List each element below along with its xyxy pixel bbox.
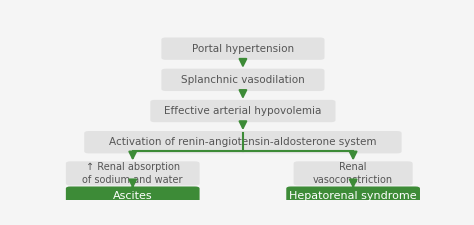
FancyBboxPatch shape [161,69,325,91]
Text: Activation of renin-angiotensin-aldosterone system: Activation of renin-angiotensin-aldoster… [109,137,377,147]
FancyBboxPatch shape [84,131,401,153]
FancyBboxPatch shape [161,38,325,60]
FancyBboxPatch shape [286,187,420,205]
Text: ↑ Renal absorption
of sodium and water: ↑ Renal absorption of sodium and water [82,162,183,184]
Text: Portal hypertension: Portal hypertension [192,44,294,54]
Text: Renal
vasoconstriction: Renal vasoconstriction [313,162,393,184]
Text: Hepatorenal syndrome: Hepatorenal syndrome [289,191,417,201]
FancyBboxPatch shape [150,100,336,122]
FancyBboxPatch shape [66,187,200,205]
Text: Ascites: Ascites [113,191,153,201]
FancyBboxPatch shape [66,161,200,185]
FancyBboxPatch shape [293,161,413,185]
Text: Effective arterial hypovolemia: Effective arterial hypovolemia [164,106,322,116]
Text: Splanchnic vasodilation: Splanchnic vasodilation [181,75,305,85]
